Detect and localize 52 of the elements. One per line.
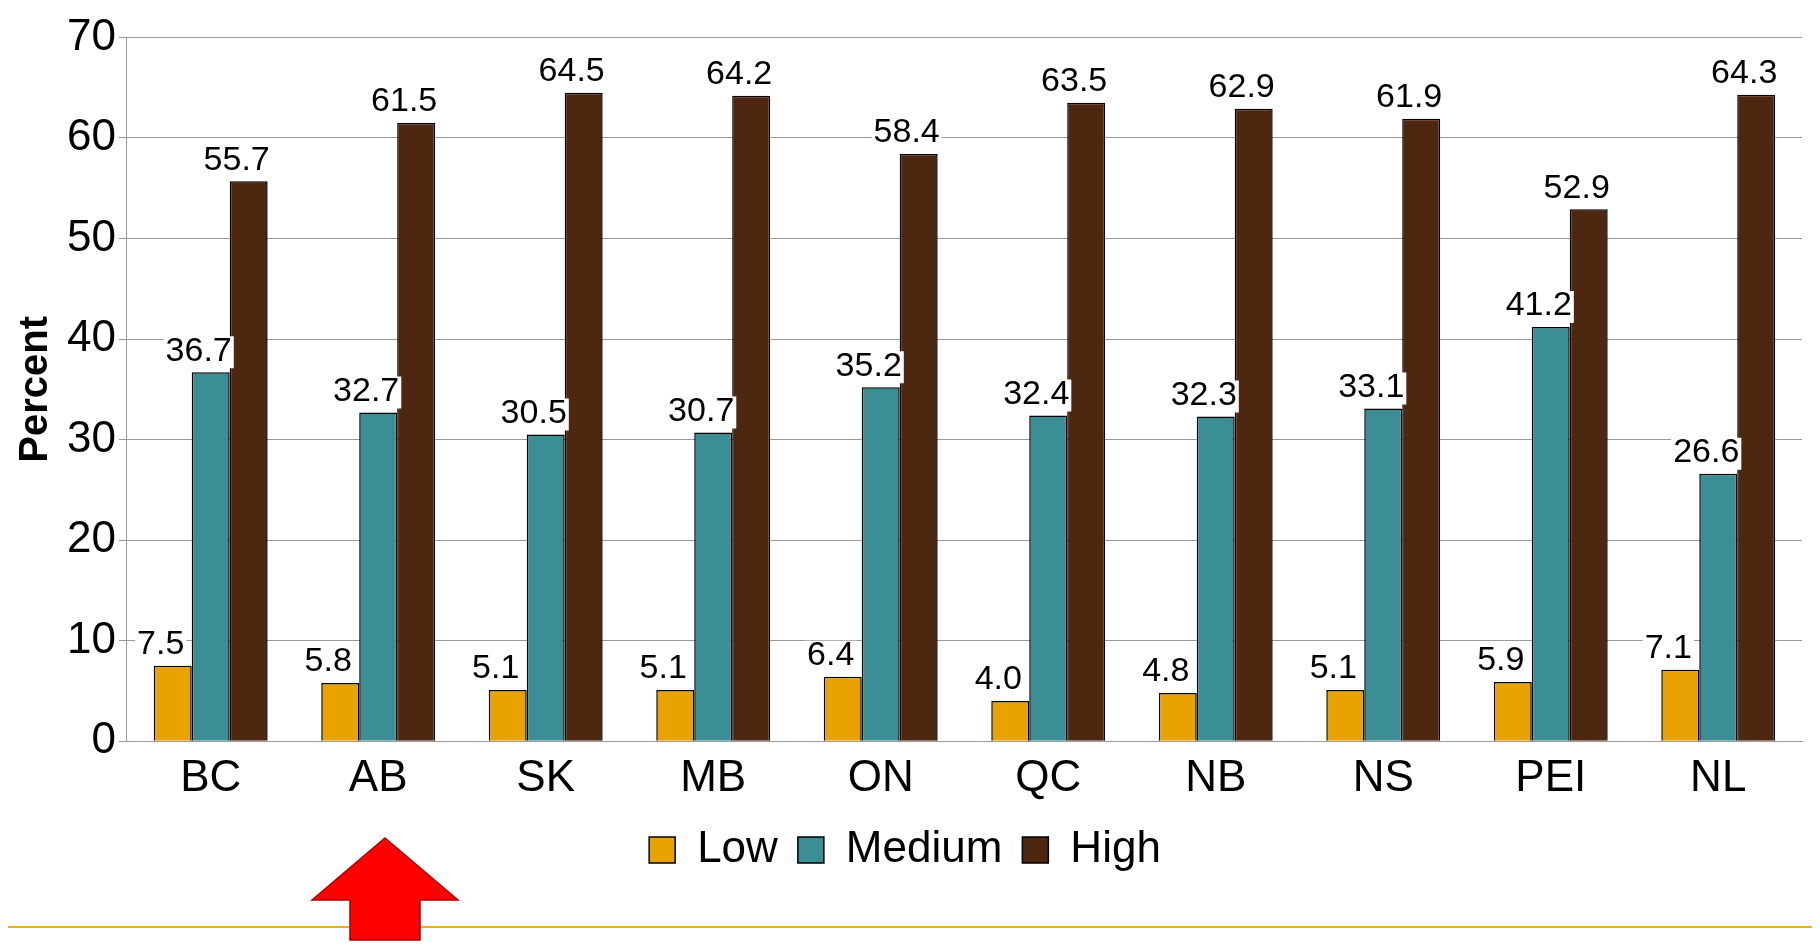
data-label: 5.1 [1309,647,1357,686]
y-tick-label: 50 [66,210,116,260]
data-label: 32.7 [333,369,400,408]
data-label: 55.7 [203,138,270,177]
data-label: 7.1 [1644,627,1692,666]
data-label: 5.8 [304,640,352,679]
x-tick-label: SK [516,750,576,800]
data-label: 6.4 [807,634,855,673]
data-label: 5.1 [639,647,687,686]
y-tick-label: 20 [66,512,116,562]
y-tick-label: 0 [91,713,116,763]
legend-label: High [1070,822,1161,872]
data-label: 61.5 [371,80,438,119]
y-tick-label: 30 [66,411,116,461]
x-tick-label: QC [1015,750,1082,800]
data-label: 32.4 [1003,372,1070,411]
x-tick-label: PEI [1515,750,1587,800]
data-label: 58.4 [873,111,940,150]
data-label: 64.2 [706,53,773,92]
data-label: 52.9 [1543,166,1610,205]
y-axis-title: Percent [11,315,56,463]
data-label: 63.5 [1041,60,1108,99]
data-label: 64.3 [1711,52,1778,91]
y-tick-label: 10 [66,612,116,662]
data-label: 41.2 [1505,284,1572,323]
data-label: 64.5 [538,50,605,89]
data-label: 32.3 [1170,373,1237,412]
data-label: 36.7 [165,329,232,368]
data-label: 35.2 [835,344,902,383]
data-label: 5.1 [472,647,520,686]
data-label: 62.9 [1208,66,1275,105]
x-tick-label: NL [1690,750,1747,800]
legend-label: Medium [845,822,1003,872]
data-label: 30.5 [500,391,567,430]
data-label: 30.7 [668,389,735,428]
x-tick-label: AB [348,750,408,800]
x-tick-label: MB [680,750,747,800]
x-tick-label: ON [847,750,914,800]
y-tick-label: 70 [66,9,116,59]
data-label: 26.6 [1673,431,1740,470]
data-label: 61.9 [1376,76,1443,115]
y-tick-label: 60 [66,110,116,160]
data-label: 33.1 [1338,365,1405,404]
data-label: 4.0 [974,658,1022,697]
data-label: 7.5 [137,623,185,662]
y-tick-label: 40 [66,311,116,361]
x-tick-label: NS [1352,750,1414,800]
data-label: 4.8 [1142,650,1190,689]
x-tick-label: NB [1185,750,1247,800]
legend-label: Low [697,822,779,872]
data-label: 5.9 [1477,639,1525,678]
x-tick-label: BC [180,750,242,800]
